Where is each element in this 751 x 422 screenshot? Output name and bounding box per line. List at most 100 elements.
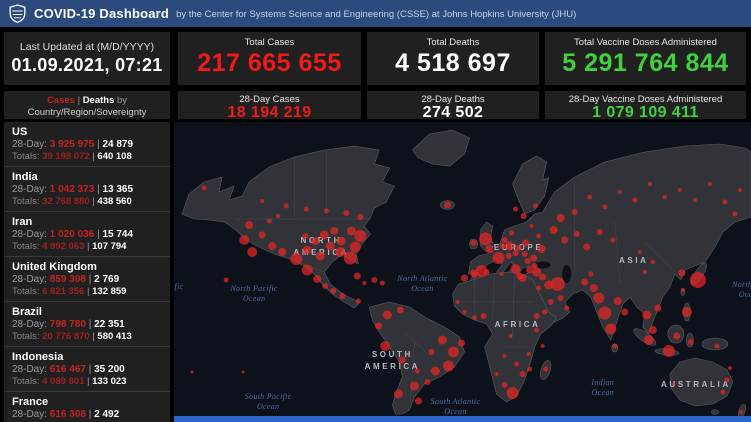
case-bubble[interactable] [290,253,303,265]
case-bubble[interactable] [260,199,265,203]
case-bubble[interactable] [330,227,339,235]
case-bubble[interactable] [556,214,565,222]
case-bubble[interactable] [471,272,478,278]
case-bubble[interactable] [539,273,547,281]
case-bubble[interactable] [596,229,603,235]
case-bubble[interactable] [737,188,742,192]
case-bubble[interactable] [201,185,207,191]
case-bubble[interactable] [542,309,548,315]
case-bubble[interactable] [707,182,712,186]
case-bubble[interactable] [276,214,281,218]
case-bubble[interactable] [510,264,521,274]
case-bubble[interactable] [239,235,250,245]
case-bubble[interactable] [223,277,229,283]
case-bubble[interactable] [526,266,534,274]
case-bubble[interactable] [650,260,655,264]
case-bubble[interactable] [524,258,531,264]
case-bubble[interactable] [549,226,558,234]
case-bubble[interactable] [311,237,320,245]
case-bubble[interactable] [677,188,682,192]
case-bubble[interactable] [382,310,392,320]
case-bubble[interactable] [587,194,593,200]
case-bubble[interactable] [561,236,569,244]
case-bubble[interactable] [357,214,364,220]
case-bubble[interactable] [589,284,598,292]
case-bubble[interactable] [526,352,531,356]
case-bubble[interactable] [241,370,245,374]
case-bubble[interactable] [268,242,277,250]
case-bubble[interactable] [509,230,515,236]
case-bubble[interactable] [678,269,686,277]
case-bubble[interactable] [379,280,385,286]
case-bubble[interactable] [258,231,266,239]
case-bubble[interactable] [283,203,289,209]
world-map[interactable]: NORTHAMERICASOUTHAMERICAEUROPEASIAAFRICA… [174,122,751,422]
case-bubble[interactable] [346,226,356,236]
case-bubble[interactable] [613,297,622,305]
case-bubble[interactable] [247,247,258,257]
case-bubble[interactable] [518,274,527,282]
case-bubble[interactable] [245,221,254,229]
case-bubble[interactable] [323,208,329,214]
case-bubble[interactable] [354,230,367,242]
case-bubble[interactable] [470,240,477,246]
case-bubble[interactable] [581,278,589,286]
case-bubble[interactable] [550,277,565,291]
case-bubble[interactable] [514,361,520,367]
case-bubble[interactable] [532,267,542,277]
case-bubble[interactable] [687,339,694,345]
case-bubble[interactable] [521,251,528,257]
case-bubble[interactable] [610,237,616,243]
case-bubble[interactable] [508,334,513,338]
case-bubble[interactable] [647,182,652,186]
case-bubble[interactable] [322,283,329,289]
case-bubble[interactable] [396,306,404,314]
case-bubble[interactable] [343,251,357,265]
case-bubble[interactable] [520,213,527,219]
country-row[interactable]: France 28-Day: 616 308 | 2 492 Totals: 6… [4,392,170,422]
case-bubble[interactable] [527,366,533,372]
case-bubble[interactable] [374,322,382,330]
case-bubble[interactable] [483,269,490,275]
case-bubble[interactable] [680,288,685,292]
case-bubble[interactable] [443,201,451,209]
case-bubble[interactable] [513,206,519,212]
case-bubble[interactable] [343,210,350,216]
case-bubble[interactable] [588,271,594,277]
case-bubble[interactable] [501,382,508,388]
case-bubble[interactable] [534,327,540,333]
case-bubble[interactable] [637,250,642,254]
case-bubble[interactable] [301,264,313,276]
case-bubble[interactable] [515,245,522,251]
case-bubble[interactable] [540,344,545,348]
case-bubble[interactable] [692,198,697,202]
case-bubble[interactable] [315,251,325,261]
case-bubble[interactable] [671,382,675,386]
case-bubble[interactable] [409,381,419,391]
case-bubble[interactable] [643,335,654,345]
case-bubble[interactable] [499,272,504,276]
case-bubble[interactable] [612,343,618,349]
case-bubble[interactable] [662,345,675,357]
case-bubble[interactable] [564,305,570,311]
case-bubble[interactable] [353,272,361,280]
case-bubble[interactable] [472,315,478,321]
case-bubble[interactable] [662,195,667,199]
case-bubble[interactable] [557,295,564,301]
case-bubble[interactable] [544,280,554,290]
case-bubble[interactable] [522,239,530,247]
case-bubble[interactable] [313,275,322,283]
case-bubble[interactable] [462,310,467,314]
case-bubble[interactable] [336,236,346,246]
case-bubble[interactable] [536,285,542,291]
case-bubble[interactable] [732,211,738,217]
case-bubble[interactable] [330,288,337,294]
case-bubble[interactable] [335,247,346,257]
case-bubble[interactable] [571,209,578,215]
case-bubble[interactable] [714,343,720,349]
case-bubble[interactable] [325,241,335,251]
case-bubble[interactable] [689,272,706,288]
case-bubble[interactable] [536,233,542,239]
case-bubble[interactable] [442,360,454,372]
case-bubble[interactable] [424,379,431,385]
